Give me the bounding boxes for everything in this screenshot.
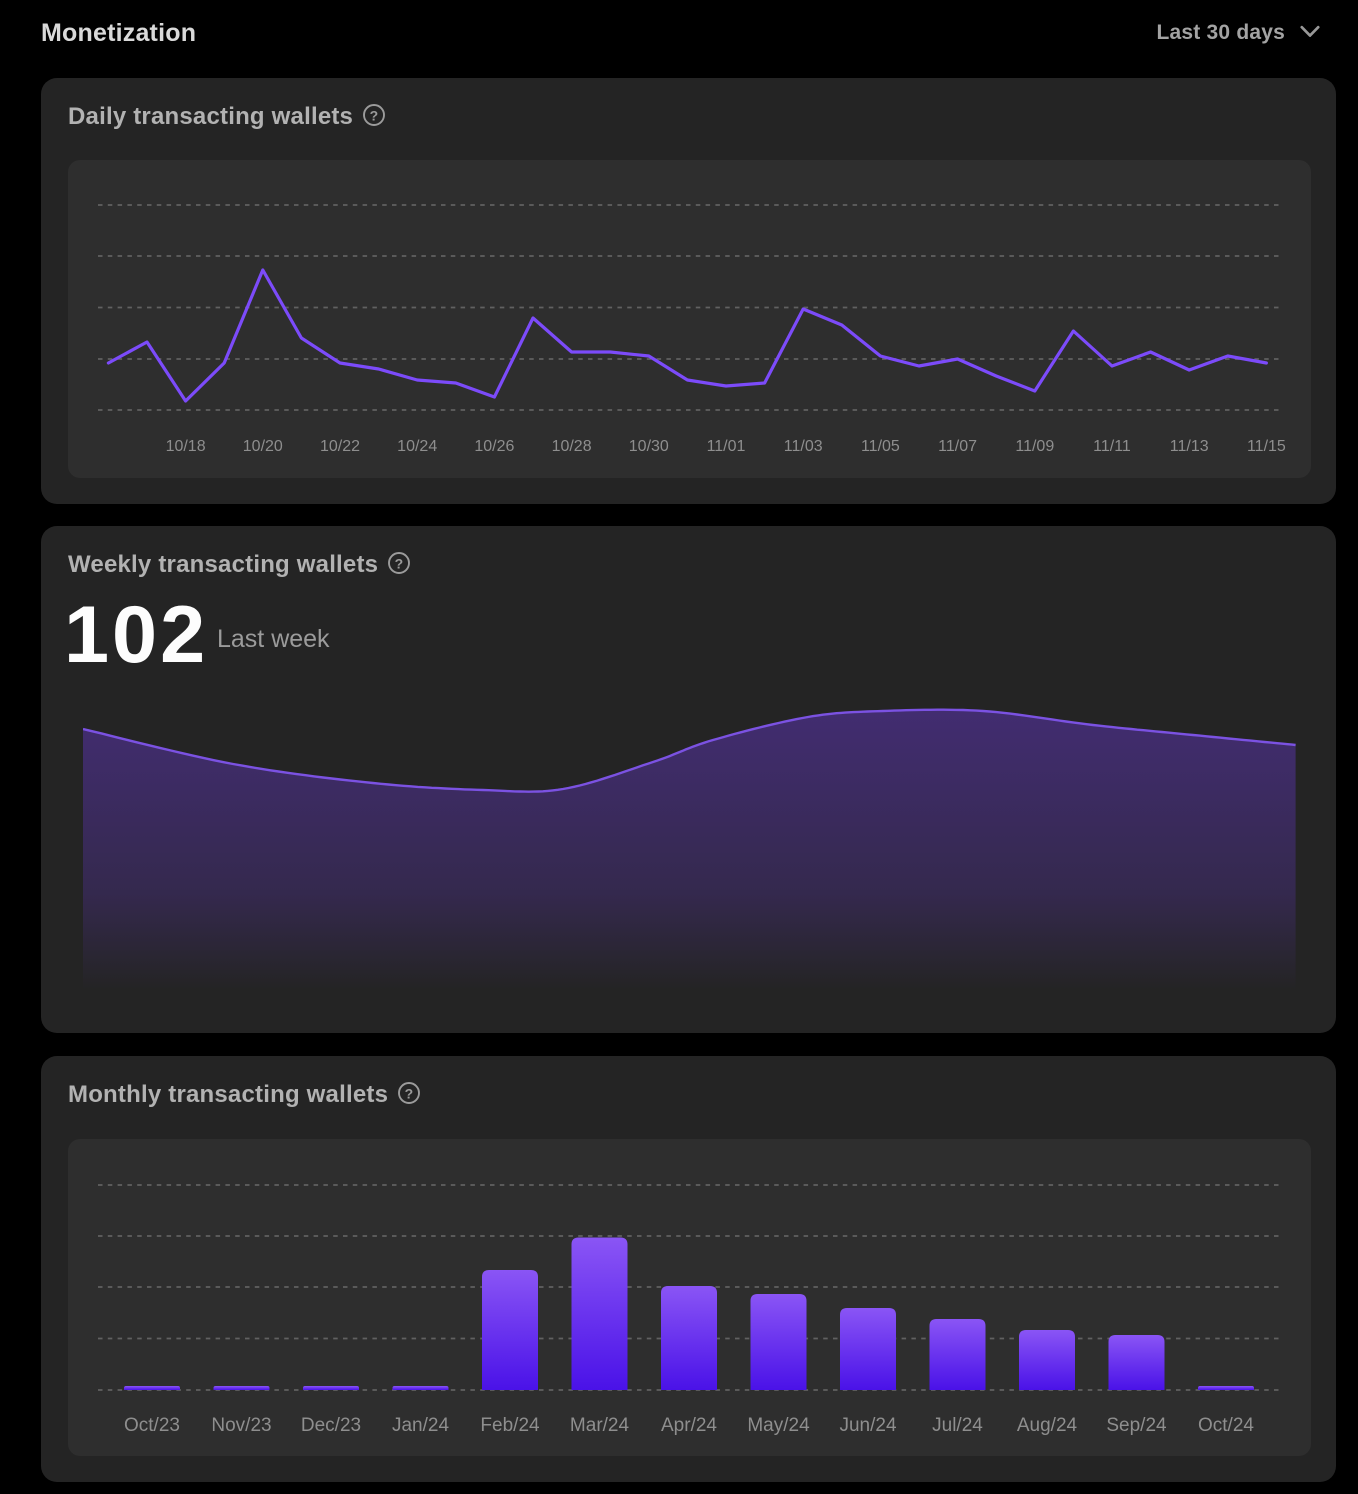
- svg-text:Jul/24: Jul/24: [932, 1415, 983, 1436]
- svg-text:11/13: 11/13: [1170, 438, 1209, 455]
- svg-text:Aug/24: Aug/24: [1017, 1415, 1078, 1436]
- svg-text:Jan/24: Jan/24: [392, 1415, 449, 1436]
- svg-text:11/03: 11/03: [784, 438, 823, 455]
- svg-text:10/20: 10/20: [243, 438, 283, 455]
- svg-text:Dec/23: Dec/23: [301, 1415, 361, 1436]
- svg-text:Oct/24: Oct/24: [1198, 1415, 1254, 1436]
- svg-text:Sep/24: Sep/24: [1106, 1415, 1167, 1436]
- svg-text:10/24: 10/24: [397, 438, 437, 455]
- svg-text:11/15: 11/15: [1247, 438, 1286, 455]
- svg-text:10/22: 10/22: [320, 438, 360, 455]
- svg-text:Mar/24: Mar/24: [570, 1415, 630, 1436]
- svg-text:10/18: 10/18: [166, 438, 206, 455]
- svg-text:?: ?: [405, 1085, 414, 1101]
- svg-text:Apr/24: Apr/24: [661, 1415, 717, 1436]
- svg-text:?: ?: [370, 107, 379, 123]
- svg-text:11/01: 11/01: [707, 438, 746, 455]
- svg-text:Oct/23: Oct/23: [124, 1415, 180, 1436]
- svg-text:10/26: 10/26: [474, 438, 514, 455]
- svg-text:May/24: May/24: [747, 1415, 810, 1436]
- svg-text:11/07: 11/07: [938, 438, 977, 455]
- svg-text:11/09: 11/09: [1015, 438, 1054, 455]
- svg-text:10/28: 10/28: [552, 438, 592, 455]
- svg-text:Jun/24: Jun/24: [839, 1415, 896, 1436]
- svg-text:11/11: 11/11: [1093, 438, 1131, 455]
- svg-text:11/05: 11/05: [861, 438, 900, 455]
- svg-text:Feb/24: Feb/24: [480, 1415, 540, 1436]
- svg-text:10/30: 10/30: [629, 438, 669, 455]
- svg-text:?: ?: [395, 555, 404, 571]
- svg-text:Nov/23: Nov/23: [211, 1415, 271, 1436]
